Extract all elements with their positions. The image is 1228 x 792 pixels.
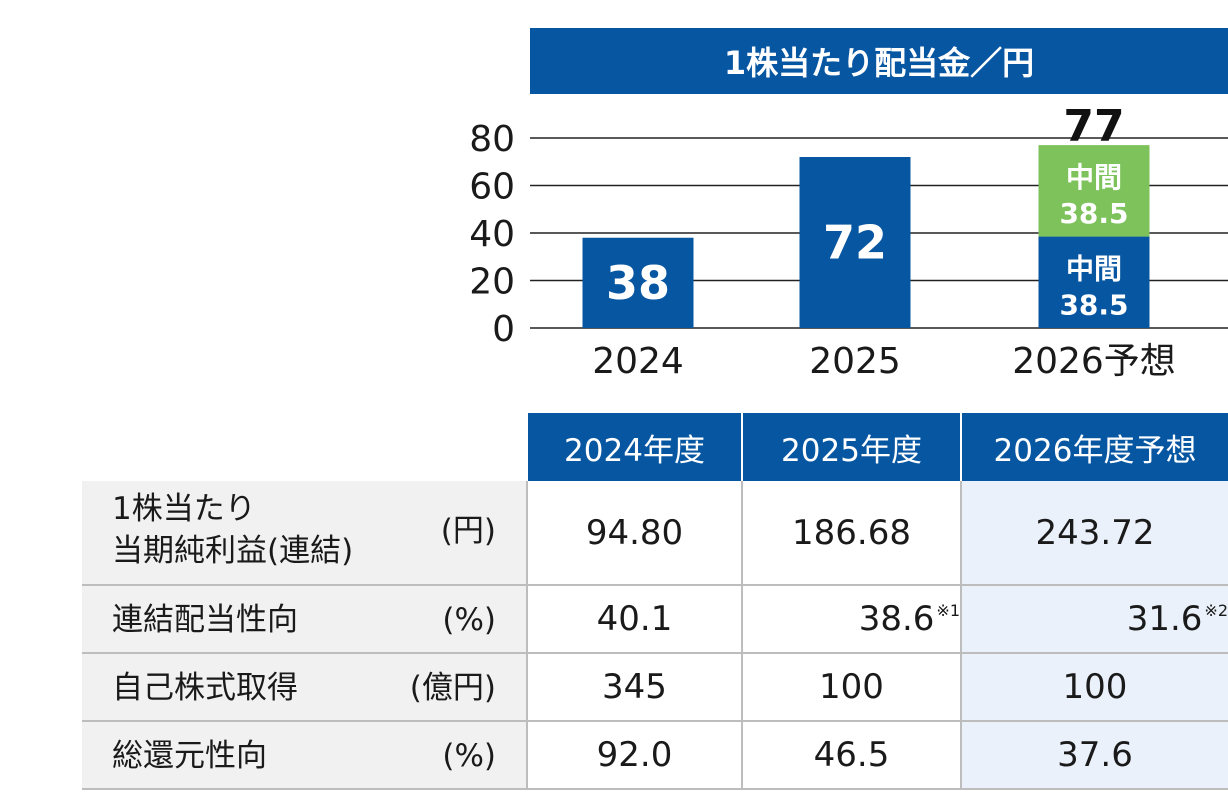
bar-value-label: 72 [823, 216, 887, 270]
footnote-mark-2: ※2 [1204, 601, 1228, 620]
row-unit: (円) [440, 513, 496, 549]
row-unit: (%) [442, 602, 496, 638]
row-label-text: 当期純利益(連結) [112, 533, 354, 569]
bar-segment [1038, 145, 1150, 237]
cell-total-return-2026: 37.6 [961, 721, 1228, 790]
segment-value-label: 38.5 [1059, 288, 1128, 321]
row-label-text: 総還元性向 [112, 738, 267, 774]
cell-value: 243.72 [1035, 512, 1155, 553]
row-label-text: 自己株式取得 [112, 670, 298, 706]
cell-payout-2024: 40.1 [527, 585, 743, 654]
cell-value: 46.5 [813, 735, 890, 775]
segment-label: 中間 [1066, 252, 1122, 285]
bar-total-label: 77 [1063, 101, 1124, 152]
y-tick-label: 40 [469, 214, 515, 255]
cell-value: 40.1 [596, 599, 673, 639]
cell-payout-2025: 38.6 ※1 [742, 585, 962, 654]
row-unit: (%) [442, 738, 496, 774]
cell-value: 100 [1062, 667, 1128, 707]
x-category-label: 2025 [809, 341, 901, 382]
cell-value: 37.6 [1057, 735, 1133, 775]
cell-total-return-2024: 92.0 [527, 721, 743, 790]
cell-value: 345 [602, 667, 667, 707]
bar [582, 237, 694, 328]
y-tick-label: 80 [469, 119, 515, 160]
row-label-total-return: 総還元性向 (%) [82, 721, 528, 790]
dividend-bar-chart: 020406080382024722025中間38.5中間38.5772026予… [469, 101, 1228, 382]
row-unit: (億円) [409, 670, 496, 706]
y-tick-label: 60 [469, 167, 515, 208]
row-label-payout: 連結配当性向 (%) [82, 585, 528, 654]
chart-title: 1株当たり配当金／円 [530, 28, 1228, 94]
header-2024: 2024年度 [526, 413, 742, 481]
header-2026-forecast: 2026年度予想 [960, 413, 1228, 481]
cell-value: 186.68 [792, 512, 911, 553]
cell-value: 100 [819, 667, 884, 707]
table-row-total-return: 総還元性向 (%) 92.0 46.5 37.6 [82, 721, 1228, 790]
cell-value: 92.0 [596, 735, 673, 775]
x-category-label: 2024 [592, 341, 684, 382]
bar [799, 157, 911, 328]
row-label-text: 連結配当性向 [112, 602, 298, 638]
cell-value: 38.6 [858, 599, 935, 639]
row-label-eps: 1株当たり 当期純利益(連結) (円) [82, 481, 528, 586]
cell-eps-2026: 243.72 [961, 481, 1228, 586]
table-corner [82, 413, 527, 481]
cell-buyback-2026: 100 [961, 653, 1228, 722]
segment-label: 中間 [1066, 161, 1122, 194]
footnote-mark-1: ※1 [936, 601, 960, 620]
shareholder-returns-table: 2024年度 2025年度 2026年度予想 1株当たり 当期純利益(連結) (… [82, 413, 1228, 790]
cell-total-return-2025: 46.5 [742, 721, 962, 790]
cell-buyback-2025: 100 [742, 653, 962, 722]
table-row-eps: 1株当たり 当期純利益(連結) (円) 94.80 186.68 243.72 [82, 481, 1228, 586]
cell-value: 94.80 [585, 512, 684, 553]
cell-value: 31.6 [1126, 599, 1203, 639]
segment-value-label: 38.5 [1059, 197, 1128, 230]
y-tick-label: 20 [469, 262, 515, 303]
table-row-buyback: 自己株式取得 (億円) 345 100 100 [82, 653, 1228, 722]
header-2025: 2025年度 [741, 413, 961, 481]
table-row-payout: 連結配当性向 (%) 40.1 38.6 ※1 31.6 ※2 [82, 585, 1228, 654]
bar-value-label: 38 [606, 256, 670, 310]
cell-buyback-2024: 345 [527, 653, 743, 722]
row-label-buyback: 自己株式取得 (億円) [82, 653, 528, 722]
cell-payout-2026: 31.6 ※2 [961, 585, 1228, 654]
x-category-label: 2026予想 [1012, 341, 1176, 382]
table-header-row: 2024年度 2025年度 2026年度予想 [82, 413, 1228, 481]
row-label-text: 1株当たり [112, 491, 256, 527]
cell-eps-2024: 94.80 [527, 481, 743, 586]
y-tick-label: 0 [492, 309, 515, 350]
cell-eps-2025: 186.68 [742, 481, 962, 586]
bar-segment [1038, 236, 1150, 328]
